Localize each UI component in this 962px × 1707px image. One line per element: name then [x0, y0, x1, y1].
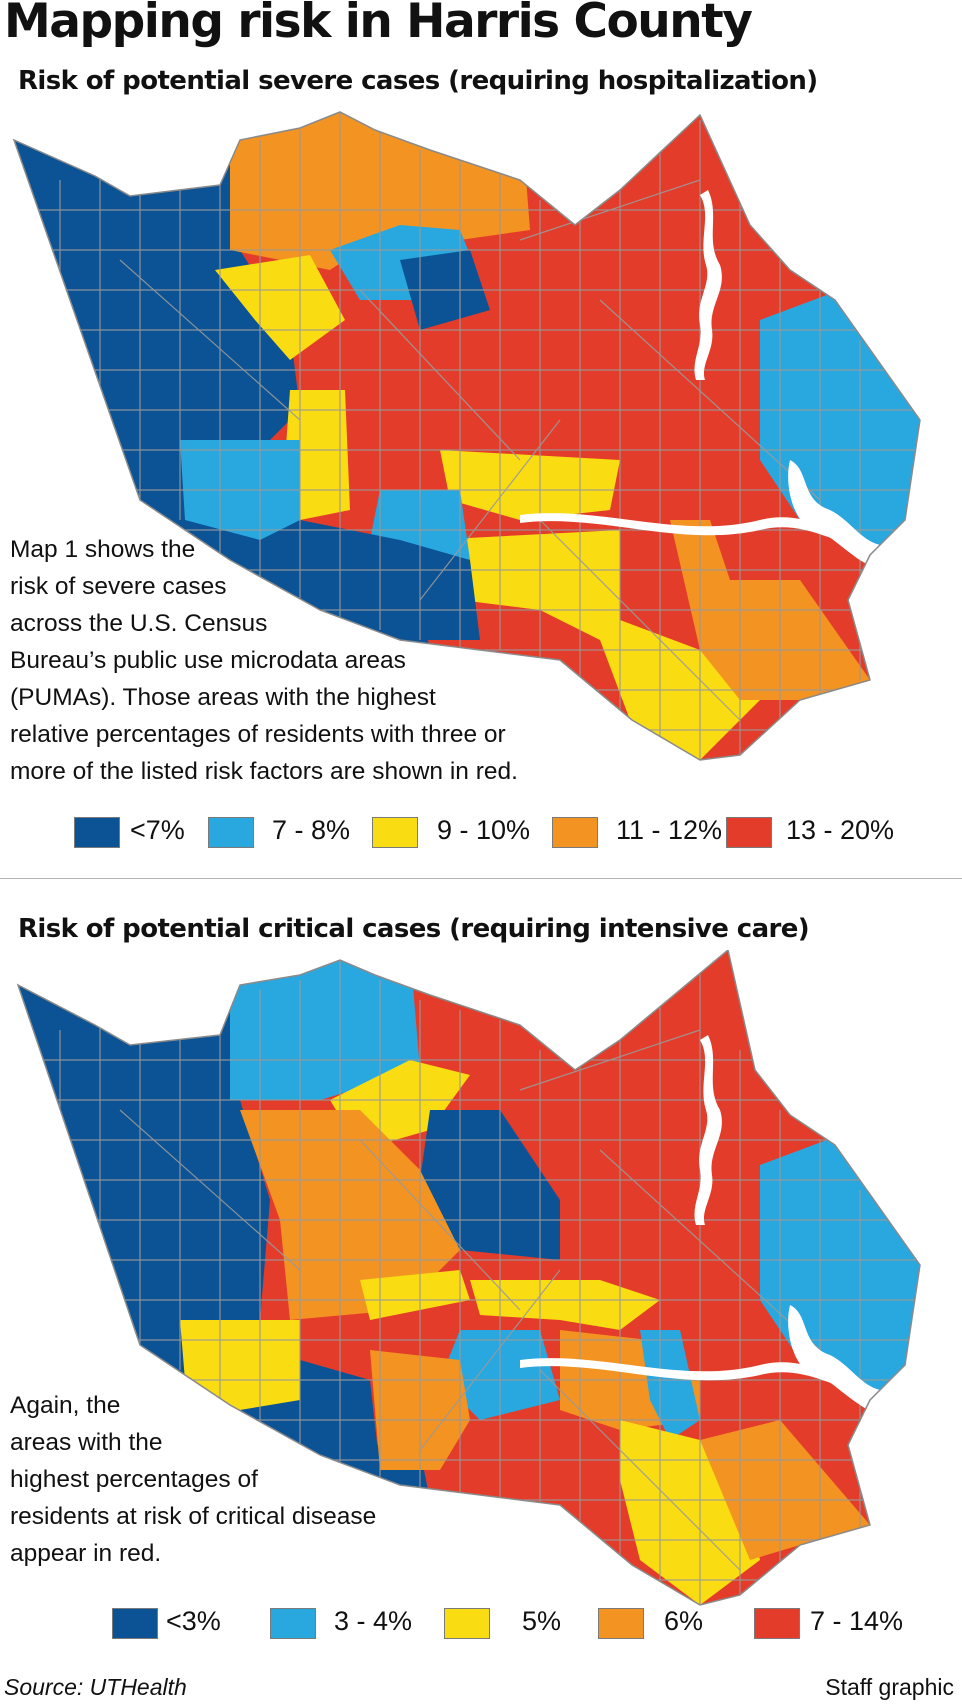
map1-severe-risk	[12, 111, 921, 761]
section-divider	[0, 878, 962, 879]
caption-line: highest percentages of	[10, 1466, 258, 1493]
map2-region-yellow-west	[180, 1320, 300, 1410]
map1-region-yellow-west	[285, 390, 350, 520]
legend-swatch	[372, 817, 418, 848]
map2-region-lightblue-north	[230, 950, 420, 1100]
caption-line: Bureau’s public use microdata areas	[10, 647, 406, 674]
caption-line: appear in red.	[10, 1540, 162, 1567]
legend-label: 7 - 14%	[810, 1606, 904, 1636]
staff-credit: Staff graphic	[825, 1674, 954, 1700]
caption-line: Map 1 shows the	[10, 536, 196, 563]
map2-regions	[18, 950, 920, 1605]
caption-line: (PUMAs). Those areas with the highest	[10, 684, 436, 711]
map1-region-yellow-nw	[215, 255, 345, 360]
map2-boundaries	[18, 960, 920, 1605]
legend-label: 11 - 12%	[616, 815, 723, 845]
legend-swatch	[208, 817, 254, 848]
map2-region-darkblue-north	[420, 1110, 560, 1260]
legend-label: 9 - 10%	[437, 815, 531, 845]
map2-region-orange-west	[240, 1110, 460, 1320]
caption-line: more of the listed risk factors are show…	[10, 758, 518, 785]
legend-label: 5%	[522, 1606, 562, 1636]
legend-label: 7 - 8%	[272, 815, 351, 845]
legend-swatch	[754, 1608, 800, 1639]
legend-swatch	[74, 817, 120, 848]
legend-label: 3 - 4%	[334, 1606, 413, 1636]
legend-label: 6%	[664, 1606, 704, 1636]
legend-swatch	[552, 817, 598, 848]
map2-region-orange-se	[700, 1420, 870, 1560]
legend-swatch	[444, 1608, 490, 1639]
map2-caption: Again, the areas with the highest percen…	[10, 1387, 376, 1572]
map1-region-yellow-center	[440, 450, 620, 520]
map1-county-outline	[12, 111, 921, 761]
map1-subtitle: Risk of potential severe cases (requirin…	[18, 66, 818, 96]
source-credit: Source: UTHealth	[4, 1674, 187, 1700]
map1-region-yellow-south	[430, 530, 760, 760]
caption-line: risk of severe cases	[10, 573, 227, 600]
map1-bay-inlet	[788, 460, 880, 570]
map2-legend: <3% 3 - 4% 5% 6% 7 - 14%	[0, 1604, 962, 1644]
map1-ship-channel	[520, 513, 860, 548]
map2-county-outline	[16, 950, 921, 1606]
caption-line: across the U.S. Census	[10, 610, 268, 637]
legend-swatch	[726, 817, 772, 848]
legend-label: <3%	[166, 1606, 221, 1636]
map2-region-lightblue-se	[640, 1330, 700, 1440]
legend-swatch	[598, 1608, 644, 1639]
map2-region-yellow-center	[470, 1280, 660, 1330]
map2-subtitle: Risk of potential critical cases (requir…	[18, 914, 810, 944]
map2-bay-inlet	[788, 1305, 880, 1415]
caption-line: residents at risk of critical disease	[10, 1503, 377, 1530]
map2-ship-channel	[520, 1358, 860, 1393]
map1-lake-houston	[694, 190, 722, 380]
caption-line: Again, the	[10, 1392, 121, 1419]
legend-swatch	[112, 1608, 158, 1639]
map2-lake-houston	[694, 1035, 722, 1225]
legend-label: 13 - 20%	[786, 815, 895, 845]
caption-line: areas with the	[10, 1429, 163, 1456]
caption-line: relative percentages of residents with t…	[10, 721, 506, 748]
map1-legend: <7% 7 - 8% 9 - 10% 11 - 12% 13 - 20%	[0, 813, 962, 853]
map2-critical-risk	[16, 950, 921, 1606]
map1-caption: Map 1 shows the risk of severe cases acr…	[10, 531, 518, 790]
legend-label: <7%	[130, 815, 185, 845]
map2-region-yellow-center-west	[360, 1270, 470, 1320]
page-title: Mapping risk in Harris County	[4, 0, 753, 49]
legend-swatch	[270, 1608, 316, 1639]
